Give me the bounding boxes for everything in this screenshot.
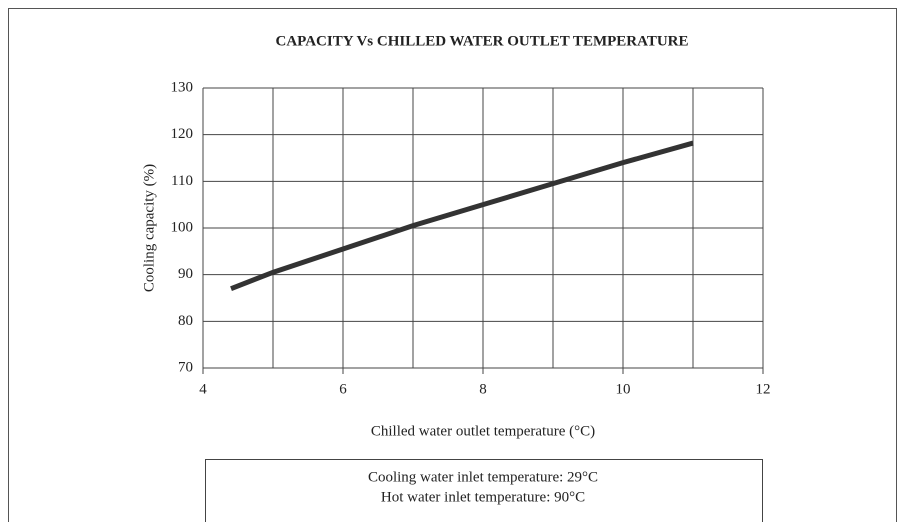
frame — [8, 8, 897, 522]
y-tick-label: 110 — [171, 173, 193, 189]
y-tick-label: 100 — [171, 219, 194, 235]
notes-box — [205, 459, 763, 522]
x-axis-label: Chilled water outlet temperature (°C) — [371, 423, 595, 439]
y-tick-label: 120 — [171, 126, 194, 142]
note: Cooling water inlet temperature: 29°C — [368, 469, 598, 485]
y-tick-label: 80 — [178, 313, 193, 329]
x-tick-label: 6 — [339, 381, 347, 397]
y-tick-label: 70 — [178, 359, 193, 375]
y-tick-label: 130 — [171, 79, 194, 95]
x-tick-label: 8 — [479, 381, 487, 397]
chart-title: CAPACITY Vs CHILLED WATER OUTLET TEMPERA… — [276, 33, 689, 49]
x-tick-label: 4 — [199, 381, 207, 397]
data-line — [230, 140, 694, 291]
x-tick-label: 12 — [756, 381, 771, 397]
note: Hot water inlet temperature: 90°C — [381, 489, 585, 505]
x-tick-label: 10 — [616, 381, 631, 397]
y-axis-label: Cooling capacity (%) — [141, 164, 157, 292]
y-tick-label: 90 — [178, 266, 193, 282]
